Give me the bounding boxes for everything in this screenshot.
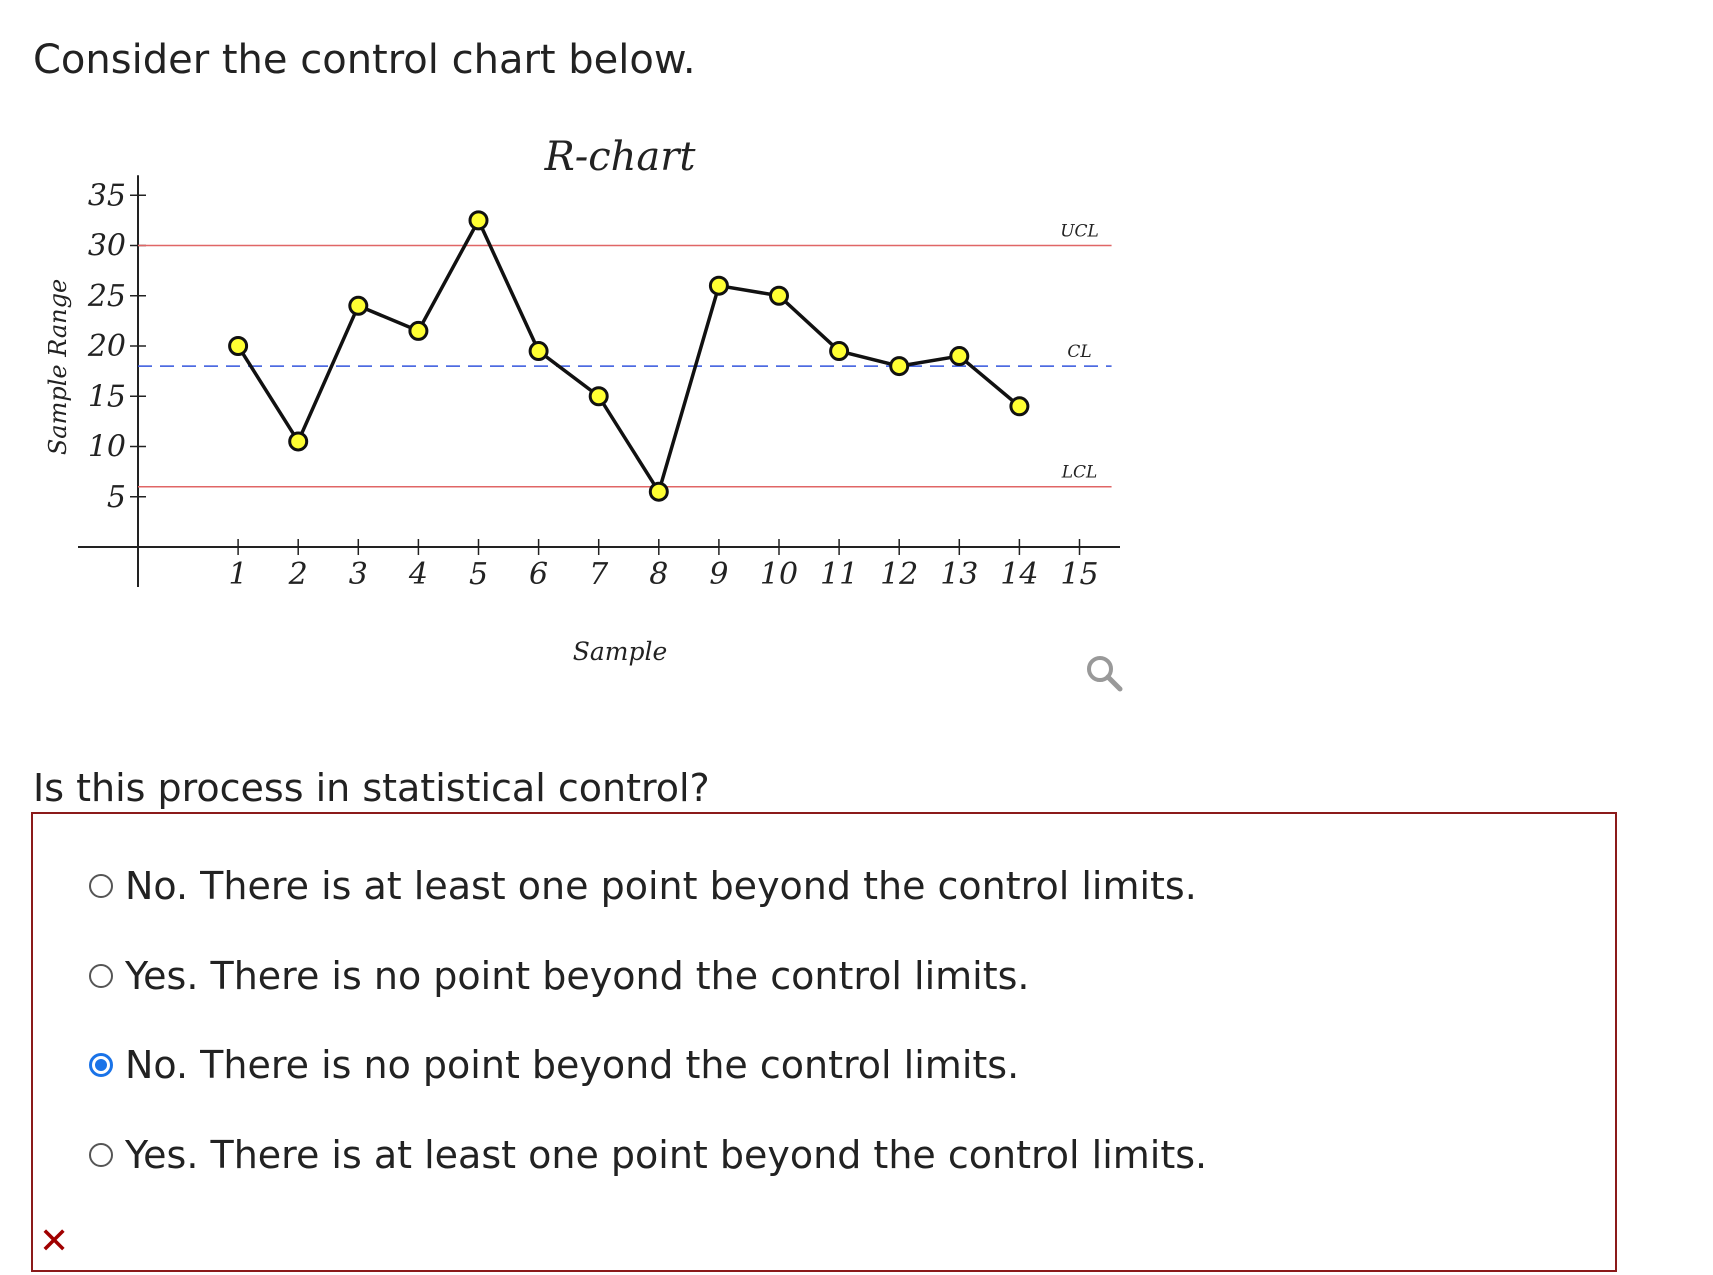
x-tick-label: 5 [469,557,488,592]
choice-option-1[interactable]: No. There is at least one point beyond t… [89,856,1197,916]
choice-option-4[interactable]: Yes. There is at least one point beyond … [89,1125,1207,1185]
y-tick-label: 35 [88,178,126,213]
data-point-6 [528,341,549,362]
y-axis-label: Sample Range [44,279,72,455]
control-line-label-ucl: UCL [1060,222,1099,242]
x-tick-label: 3 [349,557,368,592]
control-line-label-lcl: LCL [1061,463,1098,483]
x-tick-label: 12 [880,557,918,592]
data-point-10 [769,285,789,306]
r-chart-svg: R-chart Sample Range Sample 510152025303… [44,134,1120,666]
radio-button-2[interactable] [89,964,113,988]
x-tick-label: 7 [589,557,609,592]
x-tick-label: 1 [229,557,248,592]
y-tick-label: 15 [88,379,126,414]
radio-button-3[interactable] [89,1053,113,1077]
data-point-7 [588,386,609,407]
series-line [236,218,1021,494]
radio-button-4[interactable] [89,1143,113,1167]
data-point-5 [468,210,489,231]
x-tick-label: 11 [820,557,858,592]
range-series [228,210,1030,502]
data-point-1 [228,336,249,356]
x-tick-label: 9 [709,557,728,592]
choice-label-4: Yes. There is at least one point beyond … [125,1133,1208,1177]
choice-label-2: Yes. There is no point beyond the contro… [125,954,1030,998]
data-point-4 [408,320,429,341]
y-tick-label: 10 [88,430,126,465]
choice-label-1: No. There is at least one point beyond t… [125,864,1197,908]
question-text: Is this process in statistical control? [33,766,710,810]
x-tick-label: 2 [288,557,308,592]
choice-option-3[interactable]: No. There is no point beyond the control… [89,1035,1019,1095]
magnifier-icon[interactable] [1083,652,1127,696]
choice-label-3: No. There is no point beyond the control… [125,1043,1020,1087]
data-point-12 [889,356,910,377]
data-point-14 [1009,396,1030,417]
y-tick-label: 5 [107,480,126,515]
x-tick-label: 13 [940,557,978,592]
data-point-13 [949,346,970,367]
data-point-9 [708,275,729,296]
prompt-text: Consider the control chart below. [33,37,696,83]
x-tick-label: 10 [760,557,798,592]
choice-option-2[interactable]: Yes. There is no point beyond the contro… [89,946,1030,1006]
data-point-8 [648,481,669,502]
control-line-label-cl: CL [1067,342,1091,362]
y-tick-label: 20 [87,329,126,364]
x-tick-label: 4 [408,557,428,592]
data-point-2 [288,431,309,452]
r-chart: R-chart Sample Range Sample 5 10 15 20 25 30 3… [40,130,1120,690]
x-tick-label: 8 [649,557,668,592]
data-point-11 [829,341,850,362]
data-point-3 [348,295,369,316]
x-tick-label: 6 [529,557,548,592]
radio-button-1[interactable] [89,874,113,898]
control-limit-lines: UCL CL LCL [138,222,1112,488]
incorrect-mark-icon: ✕ [39,1221,70,1262]
x-tick-label: 14 [1000,557,1038,592]
x-axis-label: Sample [573,637,668,666]
chart-title: R-chart [544,134,697,180]
y-tick-label: 30 [88,229,126,264]
answer-box: No. There is at least one point beyond t… [31,812,1617,1272]
x-tick-label: 15 [1060,557,1098,592]
y-tick-label: 25 [87,279,126,314]
